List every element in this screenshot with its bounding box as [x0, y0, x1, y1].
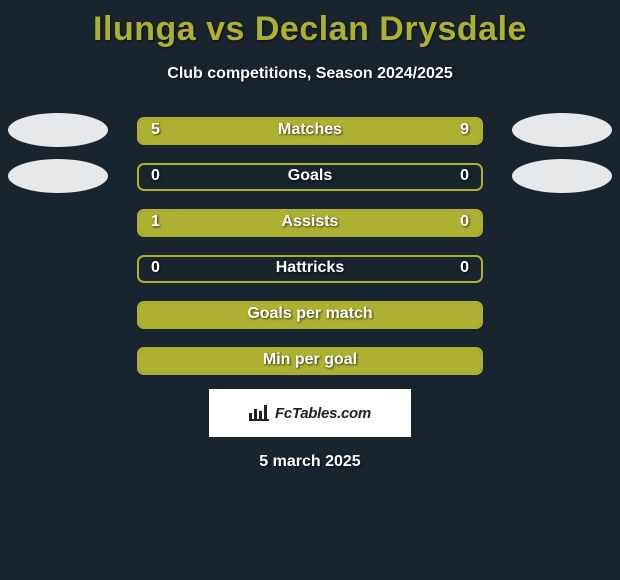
fctables-logo: FcTables.com: [209, 389, 411, 437]
logo-text: FcTables.com: [275, 405, 371, 422]
stat-bar: Assists1 0: [137, 209, 483, 237]
stat-value-left: 1: [151, 213, 160, 231]
stat-bar: Goals per match: [137, 301, 483, 329]
stat-row: Min per goal: [0, 347, 620, 375]
stat-label: Goals per match: [139, 305, 481, 323]
stat-label: Min per goal: [139, 351, 481, 369]
stat-row: Hattricks0 0: [0, 255, 620, 283]
player-badge-left: [8, 159, 108, 193]
subtitle: Club competitions, Season 2024/2025: [0, 65, 620, 83]
player-badge-right: [512, 159, 612, 193]
stat-value-right: 0: [460, 213, 469, 231]
logo-chart-icon: [249, 405, 269, 421]
stat-row: Goals per match: [0, 301, 620, 329]
stat-row: Matches5 9: [0, 117, 620, 145]
stat-label: Hattricks: [139, 259, 481, 277]
stat-label: Assists: [139, 213, 481, 231]
stat-label: Matches: [139, 121, 481, 139]
stat-value-right: 9: [460, 121, 469, 139]
player-badge-left: [8, 113, 108, 147]
date-label: 5 march 2025: [0, 453, 620, 471]
stat-bar: Matches5 9: [137, 117, 483, 145]
player-badge-right: [512, 113, 612, 147]
stat-bar: Hattricks0 0: [137, 255, 483, 283]
stat-value-right: 0: [460, 167, 469, 185]
page-title: Ilunga vs Declan Drysdale: [0, 0, 620, 49]
stat-bar: Goals0 0: [137, 163, 483, 191]
stat-value-right: 0: [460, 259, 469, 277]
stat-value-left: 0: [151, 167, 160, 185]
stat-label: Goals: [139, 167, 481, 185]
stat-value-left: 5: [151, 121, 160, 139]
stat-row: Goals0 0: [0, 163, 620, 191]
stat-row: Assists1 0: [0, 209, 620, 237]
stat-value-left: 0: [151, 259, 160, 277]
stat-rows: Matches59Goals00Assists10Hattricks00Goal…: [0, 117, 620, 375]
stat-bar: Min per goal: [137, 347, 483, 375]
